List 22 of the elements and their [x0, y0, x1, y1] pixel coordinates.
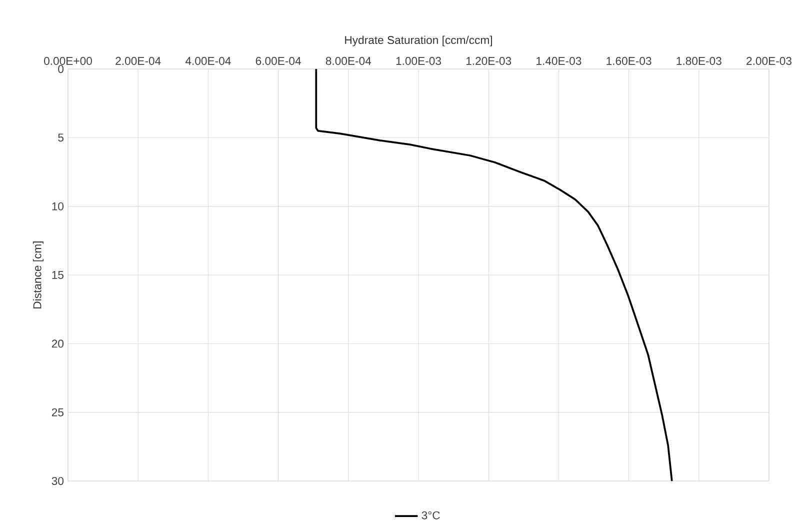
x-tick-label: 1.00E-03 — [396, 56, 442, 65]
y-tick-label: 10 — [52, 202, 64, 210]
y-tick-label: 15 — [52, 271, 64, 279]
x-tick-label: 1.80E-03 — [676, 56, 722, 65]
x-tick-label: 4.00E-04 — [185, 56, 231, 65]
x-tick-label: 6.00E-04 — [256, 56, 301, 65]
x-tick-label: 0.00E+00 — [44, 56, 92, 65]
y-tick-label: 5 — [58, 134, 64, 142]
x-axis-title: Hydrate Saturation [ccm/ccm] — [345, 36, 492, 46]
x-tick-label: 1.60E-03 — [606, 56, 652, 65]
y-tick-label: 30 — [52, 476, 64, 485]
y-tick-label: 25 — [52, 408, 64, 416]
x-tick-label: 2.00E-04 — [116, 56, 161, 65]
legend-label: 3°C — [422, 511, 440, 520]
x-tick-label: 1.20E-03 — [466, 56, 512, 65]
line-series — [315, 68, 673, 481]
y-axis-title: Distance [cm] — [32, 241, 44, 308]
y-tick-label: 20 — [52, 340, 64, 348]
y-tick-label: 0 — [58, 64, 64, 73]
x-tick-label: 2.00E-03 — [746, 56, 792, 65]
x-tick-label: 1.40E-03 — [536, 56, 582, 65]
x-tick-label: 8.00E-04 — [326, 56, 372, 65]
